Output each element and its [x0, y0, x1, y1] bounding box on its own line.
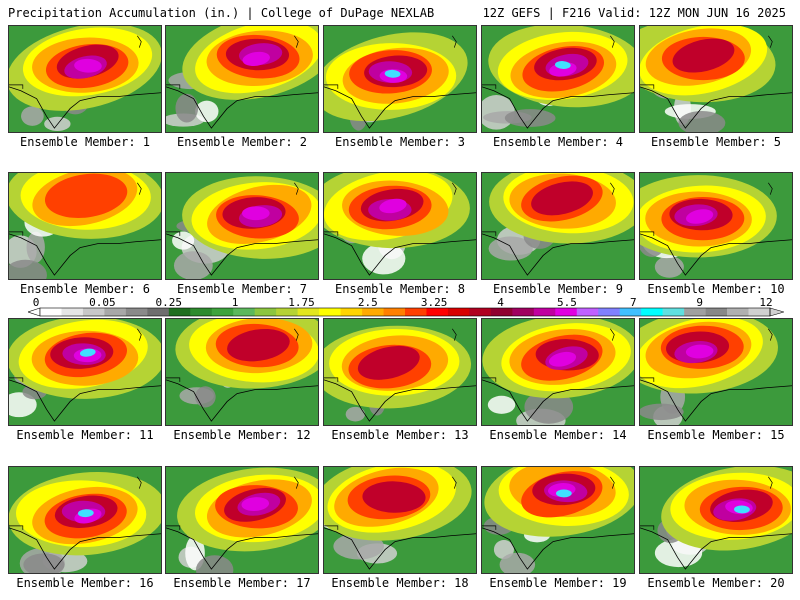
ensemble-map-16	[8, 466, 162, 574]
ensemble-member-label: Ensemble Member: 10	[647, 282, 785, 296]
ensemble-map-2	[165, 25, 319, 133]
colorbar-segment	[469, 308, 492, 316]
colorbar-tick-label: 1	[232, 297, 239, 309]
colorbar-segment	[61, 308, 84, 316]
ensemble-member-label: Ensemble Member: 5	[650, 135, 782, 149]
ensemble-member-label: Ensemble Member: 13	[331, 428, 469, 442]
ensemble-member-label: Ensemble Member: 7	[176, 282, 308, 296]
colorbar-segment	[340, 308, 363, 316]
colorbar-segment	[533, 308, 556, 316]
ensemble-map-5	[639, 25, 793, 133]
ensemble-map-3	[323, 25, 477, 133]
ensemble-member-label: Ensemble Member: 17	[173, 576, 311, 590]
colorbar-segment	[147, 308, 170, 316]
header-valid-time: 12Z GEFS | F216 Valid: 12Z MON JUN 16 20…	[482, 6, 786, 20]
colorbar-segment	[598, 308, 621, 316]
colorbar-tick-label: 7	[630, 297, 637, 309]
ensemble-map-4	[481, 25, 635, 133]
colorbar-segment	[254, 308, 277, 316]
ensemble-map-10	[639, 172, 793, 280]
colorbar-tick-label: 5.5	[557, 297, 577, 309]
ensemble-map-11	[8, 318, 162, 426]
precip-colorbar: 0 0.05 0.25 1 1.75 2.5 3.25 4 5.5 7 9 12	[28, 297, 784, 317]
ensemble-map-18	[323, 466, 477, 574]
colorbar-segment	[211, 308, 234, 316]
ensemble-map-7	[165, 172, 319, 280]
colorbar-segment	[168, 308, 191, 316]
colorbar-segment	[362, 308, 384, 316]
colorbar-tick-label: 9	[696, 297, 703, 309]
colorbar-segment	[576, 308, 599, 316]
colorbar-segment	[705, 308, 728, 316]
colorbar-segment	[104, 308, 127, 316]
colorbar-segment	[40, 308, 62, 316]
ensemble-member-label: Ensemble Member: 14	[489, 428, 627, 442]
ensemble-map-17	[165, 466, 319, 574]
ensemble-member-label: Ensemble Member: 12	[173, 428, 311, 442]
colorbar-segment	[426, 308, 449, 316]
ensemble-map-14	[481, 318, 635, 426]
ensemble-member-label: Ensemble Member: 16	[16, 576, 154, 590]
ensemble-member-label: Ensemble Member: 3	[334, 135, 466, 149]
ensemble-member-label: Ensemble Member: 6	[19, 282, 151, 296]
colorbar-min-arrow	[28, 307, 41, 317]
colorbar-segment	[512, 308, 535, 316]
colorbar-segment	[684, 308, 706, 316]
ensemble-map-12	[165, 318, 319, 426]
colorbar-tick-label: 0	[33, 297, 40, 309]
colorbar-segment	[619, 308, 642, 316]
colorbar-segment	[748, 308, 771, 316]
colorbar-tick-label: 12	[759, 297, 772, 309]
ensemble-map-9	[481, 172, 635, 280]
ensemble-map-20	[639, 466, 793, 574]
ensemble-map-6	[8, 172, 162, 280]
colorbar-segment	[319, 308, 341, 316]
ensemble-map-8	[323, 172, 477, 280]
ensemble-member-label: Ensemble Member: 9	[492, 282, 624, 296]
colorbar-tick-label: 2.5	[358, 297, 378, 309]
ensemble-member-label: Ensemble Member: 20	[647, 576, 785, 590]
ensemble-member-label: Ensemble Member: 11	[16, 428, 154, 442]
ensemble-map-19	[481, 466, 635, 574]
colorbar-segment	[297, 308, 320, 316]
ensemble-member-label: Ensemble Member: 2	[176, 135, 308, 149]
ensemble-member-label: Ensemble Member: 18	[331, 576, 469, 590]
colorbar-tick-label: 4	[497, 297, 504, 309]
ensemble-map-1	[8, 25, 162, 133]
colorbar-segment	[405, 308, 427, 316]
colorbar-segment	[383, 308, 406, 316]
colorbar-segment	[276, 308, 298, 316]
ensemble-map-15	[639, 318, 793, 426]
ensemble-member-label: Ensemble Member: 8	[334, 282, 466, 296]
colorbar-segment	[641, 308, 663, 316]
colorbar-segment	[662, 308, 685, 316]
colorbar-segment	[490, 308, 513, 316]
colorbar-segment	[555, 308, 578, 316]
colorbar-segment	[125, 308, 148, 316]
colorbar-tick-label: 3.25	[421, 297, 448, 309]
ensemble-member-label: Ensemble Member: 19	[489, 576, 627, 590]
colorbar-tick-label: 0.25	[155, 297, 182, 309]
colorbar-segment	[190, 308, 213, 316]
colorbar-max-arrow	[769, 307, 784, 317]
colorbar-segment	[447, 308, 470, 316]
ensemble-member-label: Ensemble Member: 1	[19, 135, 151, 149]
ensemble-map-13	[323, 318, 477, 426]
colorbar-tick-label: 0.05	[89, 297, 116, 309]
colorbar-segment	[82, 308, 105, 316]
colorbar-segment	[727, 308, 749, 316]
ensemble-member-label: Ensemble Member: 15	[647, 428, 785, 442]
ensemble-member-label: Ensemble Member: 4	[492, 135, 624, 149]
header-title: Precipitation Accumulation (in.) | Colle…	[8, 6, 435, 20]
colorbar-segment	[233, 308, 256, 316]
colorbar-tick-label: 1.75	[288, 297, 315, 309]
